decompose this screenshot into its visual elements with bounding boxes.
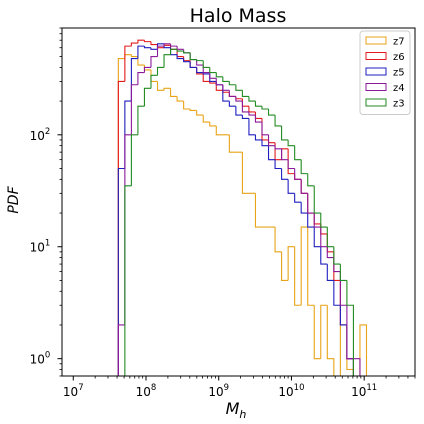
chart-title: Halo Mass [190, 5, 287, 27]
legend-label-z3: z3 [393, 99, 405, 110]
legend-swatch-z7 [365, 36, 387, 45]
legend-swatch-z3 [365, 98, 387, 107]
y-tick-label: 102 [30, 127, 51, 143]
legend-label-z6: z6 [393, 52, 405, 63]
legend-swatch-z5 [365, 67, 387, 76]
x-tick-label: 108 [136, 383, 157, 399]
x-tick-label: 1011 [351, 383, 377, 399]
legend-swatch-z6 [365, 52, 387, 60]
axes: 107 108 109 1010 1011 100 101 102 [30, 27, 416, 399]
legend-label-z7: z7 [393, 37, 405, 48]
x-tick-label: 109 [208, 383, 229, 399]
legend-label-z4: z4 [393, 83, 405, 94]
legend-box [359, 30, 411, 115]
x-tick-label: 1010 [278, 383, 304, 399]
plot-frame [61, 27, 416, 377]
plot-background [62, 28, 415, 376]
y-tick-label: 100 [30, 351, 51, 367]
y-tick-label: 101 [30, 239, 51, 255]
x-tick-label: 107 [63, 383, 84, 399]
legend-swatch-z4 [365, 83, 387, 91]
series-z3-line [124, 48, 354, 376]
plot-area [62, 28, 415, 376]
legend: z7 z6 z5 z4 z3 [359, 30, 411, 115]
series-z4-line [117, 43, 361, 376]
y-axis-label: PDF [6, 185, 22, 213]
legend-label-z5: z5 [393, 68, 405, 79]
x-axis-label: Mh [226, 399, 247, 421]
series-group [117, 39, 368, 376]
